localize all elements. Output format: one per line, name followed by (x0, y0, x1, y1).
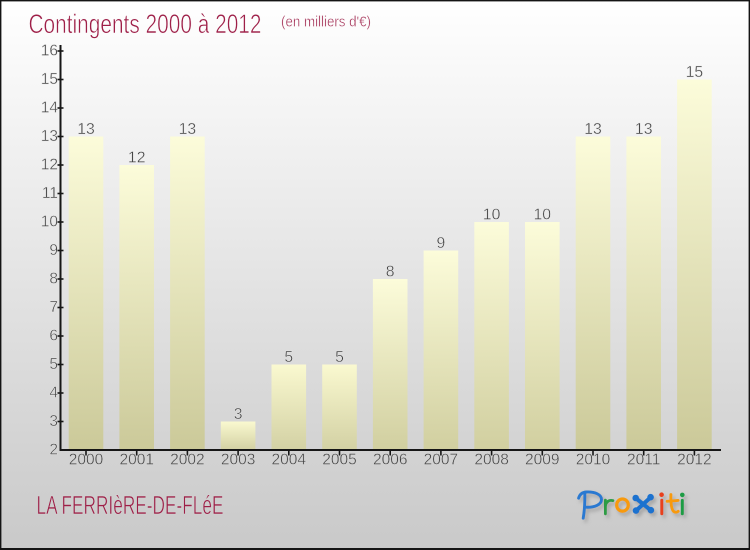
svg-text:2007: 2007 (424, 452, 458, 469)
svg-text:13: 13 (635, 121, 653, 138)
svg-text:15: 15 (41, 71, 58, 88)
svg-text:11: 11 (42, 185, 58, 202)
svg-text:2000: 2000 (69, 452, 104, 469)
svg-text:(en milliers d'€): (en milliers d'€) (281, 14, 371, 31)
svg-text:2012: 2012 (677, 452, 711, 469)
svg-text:6: 6 (49, 328, 58, 345)
svg-text:10: 10 (41, 214, 59, 231)
svg-text:2003: 2003 (221, 452, 255, 469)
svg-text:13: 13 (41, 128, 58, 145)
svg-text:13: 13 (77, 121, 95, 138)
svg-text:7: 7 (49, 299, 58, 316)
svg-text:5: 5 (49, 356, 58, 373)
svg-text:14: 14 (41, 100, 59, 117)
svg-text:10: 10 (534, 206, 552, 223)
svg-text:15: 15 (686, 64, 704, 81)
svg-text:Contingents 2000 à 2012: Contingents 2000 à 2012 (29, 9, 262, 39)
svg-text:12: 12 (41, 157, 58, 174)
svg-text:9: 9 (49, 242, 58, 259)
svg-text:2005: 2005 (322, 452, 356, 469)
svg-text:2001: 2001 (119, 452, 153, 469)
svg-text:12: 12 (128, 149, 146, 166)
svg-text:2006: 2006 (373, 452, 407, 469)
svg-text:9: 9 (437, 235, 446, 252)
svg-text:3: 3 (49, 413, 58, 430)
svg-text:2011: 2011 (627, 452, 660, 469)
svg-text:13: 13 (179, 121, 197, 138)
svg-text:5: 5 (335, 349, 344, 366)
svg-text:13: 13 (584, 121, 602, 138)
svg-text:LA FERRIèRE-DE-FLéE: LA FERRIèRE-DE-FLéE (37, 490, 224, 520)
svg-text:8: 8 (386, 263, 395, 280)
svg-text:2004: 2004 (272, 452, 307, 469)
svg-text:2010: 2010 (576, 452, 611, 469)
svg-text:8: 8 (49, 271, 58, 288)
svg-text:3: 3 (234, 406, 243, 423)
svg-text:2002: 2002 (170, 452, 204, 469)
svg-text:2008: 2008 (474, 452, 508, 469)
svg-text:2: 2 (49, 442, 58, 459)
svg-text:5: 5 (284, 349, 293, 366)
svg-text:10: 10 (483, 206, 501, 223)
svg-text:4: 4 (49, 385, 58, 402)
svg-text:2009: 2009 (525, 452, 559, 469)
svg-text:16: 16 (41, 43, 58, 60)
